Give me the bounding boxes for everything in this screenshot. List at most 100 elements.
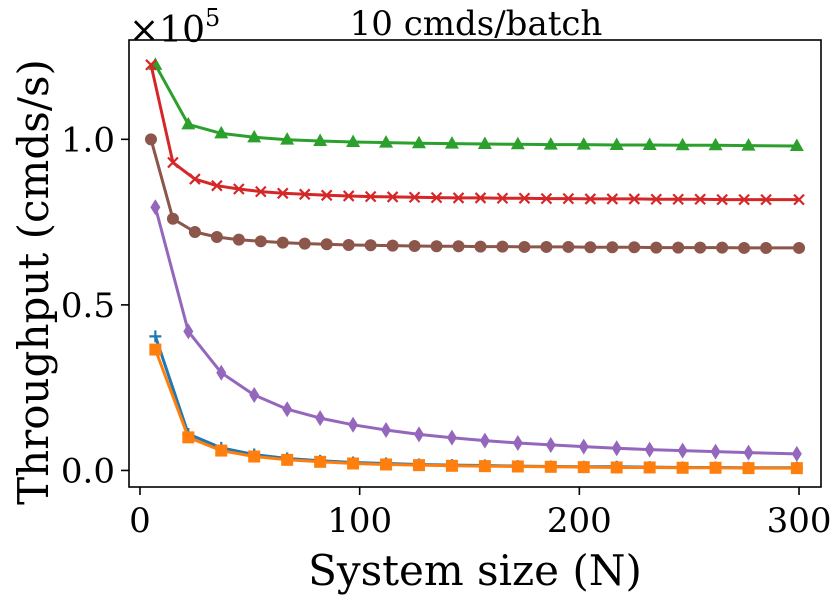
brown-circle-series-point (694, 241, 707, 254)
orange-square-series-point (610, 461, 623, 474)
purple-diamond-series-point (413, 426, 424, 443)
brown-circle-series-point (518, 240, 531, 253)
green-triangle-series-point (280, 132, 295, 145)
orange-square-series-point (544, 460, 557, 473)
brown-circle-series-point (430, 240, 443, 253)
brown-circle-series-point (386, 239, 399, 252)
brown-circle-series-point (672, 241, 685, 254)
red-x-series-point (672, 193, 684, 206)
brown-circle-series-point (562, 240, 575, 253)
purple-diamond-series-point (710, 443, 721, 460)
purple-diamond-series-point (249, 386, 260, 403)
brown-circle-series-point (188, 226, 201, 239)
green-triangle-series-point (346, 134, 361, 147)
red-x-series-point (518, 192, 531, 205)
green-triangle-series (148, 57, 804, 151)
orange-square-series-point (380, 458, 393, 471)
green-triangle-series-point (741, 138, 756, 151)
red-x-series-point (189, 173, 201, 185)
brown-circle-series-point (474, 240, 487, 253)
purple-diamond-series-point (282, 401, 293, 418)
orange-square-series-point (215, 444, 228, 457)
purple-diamond-series-point (150, 199, 161, 216)
red-x-series-point (430, 191, 443, 204)
orange-square-series-point (577, 461, 590, 474)
red-x-series-point (496, 192, 509, 205)
orange-square-series-point (182, 431, 195, 444)
orange-square-series-point (149, 343, 162, 356)
green-triangle-series-point (411, 135, 426, 149)
green-triangle-series-point (510, 136, 525, 150)
purple-diamond-series-point (479, 432, 490, 449)
red-x-series-point (584, 193, 597, 205)
orange-square-series-point (248, 450, 261, 463)
brown-circle-series-point (793, 241, 806, 254)
purple-diamond-series (150, 199, 802, 462)
brown-circle-series-point (298, 237, 311, 250)
red-x-series-point (211, 179, 223, 192)
brown-circle-series-point (540, 240, 553, 253)
brown-circle-series-point (166, 212, 179, 225)
orange-square-series-point (281, 453, 294, 466)
brown-circle-series-point (320, 238, 333, 251)
orange-square-series (149, 343, 803, 475)
red-x-series-point (233, 183, 245, 195)
red-x-series-point (364, 190, 377, 203)
green-triangle-series-point (576, 137, 591, 150)
green-triangle-series-point (609, 137, 624, 150)
brown-circle-series (144, 133, 806, 254)
purple-diamond-series-line (153, 206, 797, 456)
red-x-series-point (255, 185, 267, 198)
red-x-series-point (298, 188, 311, 201)
green-triangle-series-line (154, 64, 797, 148)
green-triangle-series-point (477, 136, 492, 149)
red-x-series-point (793, 193, 805, 206)
red-x-series-point (277, 187, 289, 200)
purple-diamond-series-point (644, 441, 655, 458)
brown-circle-series-point (496, 240, 509, 253)
x-axis-label: System size (N) (308, 546, 642, 595)
purple-diamond-series-point (315, 410, 326, 427)
green-triangle-series-point (789, 138, 804, 151)
red-x-series-point (760, 193, 772, 206)
brown-circle-series-point (628, 241, 641, 254)
orange-square-series-point (511, 460, 524, 473)
purple-diamond-series-point (677, 442, 688, 459)
y-axis-multiplier-base: ×10 (129, 10, 205, 51)
brown-circle-series-point (254, 235, 267, 248)
orange-square-series-point (742, 462, 755, 475)
purple-diamond-series-point (578, 438, 589, 455)
brown-circle-series-point (364, 239, 377, 252)
brown-circle-series-point (210, 231, 223, 244)
red-x-series-point (650, 193, 663, 206)
x-tick-label: 0 (129, 501, 151, 541)
brown-circle-series-point (760, 241, 773, 254)
brown-circle-series-point (232, 233, 245, 246)
y-tick-label: 0.0 (61, 451, 115, 491)
red-x-series-point (694, 193, 706, 206)
series-layer (144, 57, 806, 475)
axes-frame (128, 39, 822, 488)
green-triangle-series-point (379, 135, 394, 148)
y-axis-label: Throughput (cmds/s) (9, 59, 58, 505)
purple-diamond-series-point (348, 416, 359, 433)
red-x-series-point (606, 193, 619, 205)
brown-circle-series-point (408, 239, 421, 252)
red-x-series-point (738, 193, 750, 206)
brown-circle-series-point (276, 236, 289, 249)
red-x-series-point (342, 190, 355, 202)
green-triangle-series-point (444, 136, 459, 149)
purple-diamond-series-point (183, 323, 194, 340)
orange-square-series-point (478, 460, 491, 473)
orange-square-series-point (676, 461, 689, 474)
brown-circle-series-point (144, 133, 157, 146)
green-triangle-series-point (181, 116, 196, 130)
red-x-series (145, 59, 805, 206)
plot-frame (128, 39, 822, 488)
x-tick-label: 200 (547, 501, 612, 541)
y-tick-label: 0.5 (61, 286, 115, 326)
brown-circle-series-point (650, 241, 663, 254)
y-axis-multiplier: ×105 (129, 4, 220, 51)
red-x-series-point (452, 192, 465, 204)
